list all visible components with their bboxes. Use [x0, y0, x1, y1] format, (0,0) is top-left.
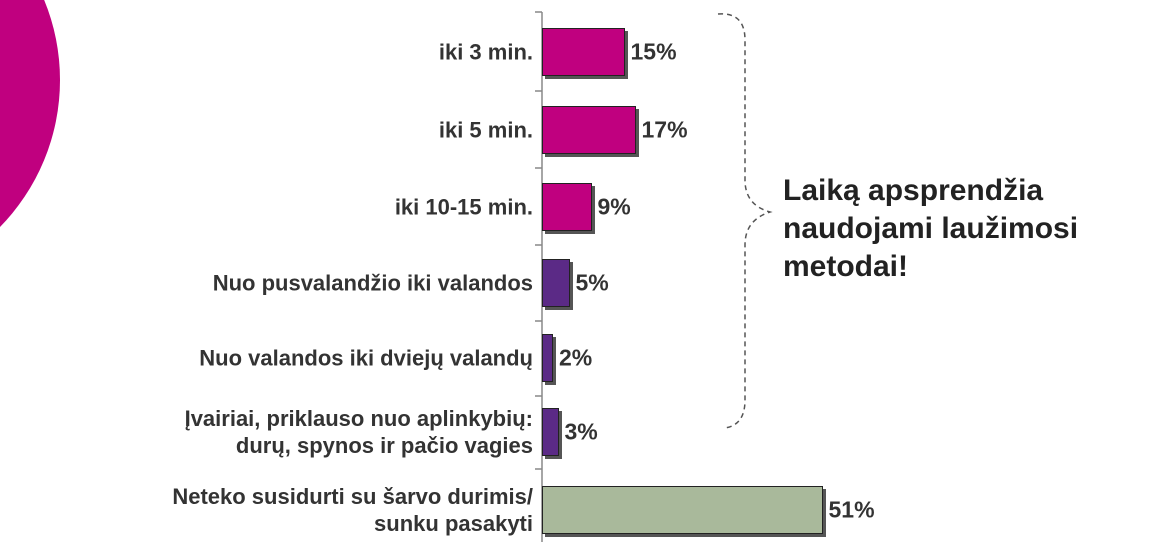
value-label: 3% — [564, 418, 598, 445]
bar — [542, 334, 553, 382]
category-label: iki 5 min. — [438, 117, 533, 143]
category-label: iki 10-15 min. — [394, 194, 533, 220]
bar — [542, 486, 823, 534]
annotation: Laiką apsprendžia naudojami laužimosi me… — [783, 174, 1079, 283]
value-label: 17% — [641, 116, 688, 143]
value-label: 51% — [828, 496, 875, 523]
bar — [542, 259, 570, 307]
bar — [542, 106, 636, 154]
category-label: Įvairiai, priklauso nuo aplinkybių: durų… — [184, 406, 533, 458]
brace — [717, 13, 773, 429]
value-label: 9% — [597, 193, 631, 220]
category-label: Nuo pusvalandžio iki valandos — [212, 270, 533, 296]
decor-circle — [0, 0, 60, 227]
category-label: iki 3 min. — [438, 39, 533, 65]
category-label: Nuo valandos iki dviejų valandų — [199, 345, 533, 371]
bar — [542, 408, 559, 456]
category-separators — [535, 11, 542, 470]
value-label: 5% — [575, 269, 609, 296]
bar — [542, 28, 625, 76]
value-label: 2% — [559, 344, 593, 371]
category-label: Neteko susidurti su šarvo durimis/ sunku… — [172, 484, 533, 536]
bar — [542, 183, 592, 231]
value-label: 15% — [630, 38, 677, 65]
